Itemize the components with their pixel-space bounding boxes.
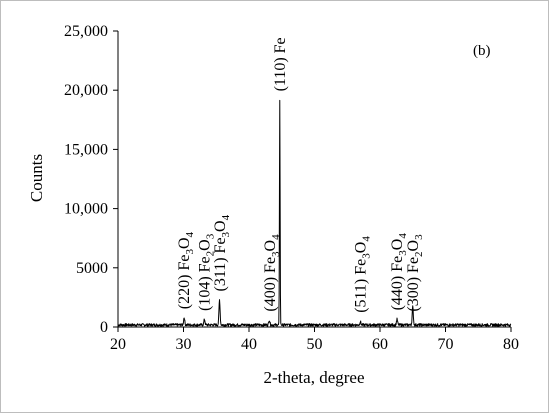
ticks: 0 5000 10,000 15,000 20,000 25,000 20 30 40 50 60 7… [64,23,519,353]
x-axis-title: 2-theta, degree [264,368,365,387]
x-tick-label: 50 [307,336,323,353]
x-tick-label: 30 [176,336,192,353]
x-tick-label: 80 [503,336,519,353]
series-line [117,99,512,327]
peak-label: (440) Fe3O4 [389,233,409,311]
peak-label: (110) Fe [272,37,289,91]
y-tick-label: 10,000 [64,201,108,218]
peak-label: (104) Fe2O3 [197,233,217,311]
y-tick-label: 25,000 [64,23,108,40]
panel-label: (b) [473,43,491,59]
peak-label: (400) Fe3O4 [262,234,282,312]
x-tick-label: 40 [241,336,257,353]
peak-label: (220) Fe3O4 [176,231,196,309]
peak-label: (511) Fe3O4 [352,236,372,313]
peak-label: (300) Fe2O3 [405,234,425,312]
x-tick-label: 20 [110,336,126,353]
y-tick-label: 20,000 [64,82,108,99]
y-tick-label: 5000 [76,260,108,277]
peak-annotations: (220) Fe3O4(104) Fe2O3(311) Fe3O4 (400) F… [176,37,425,312]
x-tick-label: 60 [372,336,388,353]
y-axis-title: Counts [27,154,46,202]
y-tick-label: 0 [100,319,108,336]
y-tick-label: 15,000 [64,141,108,158]
peak-label: (311) Fe3O4 [212,214,232,291]
x-tick-label: 70 [438,336,454,353]
